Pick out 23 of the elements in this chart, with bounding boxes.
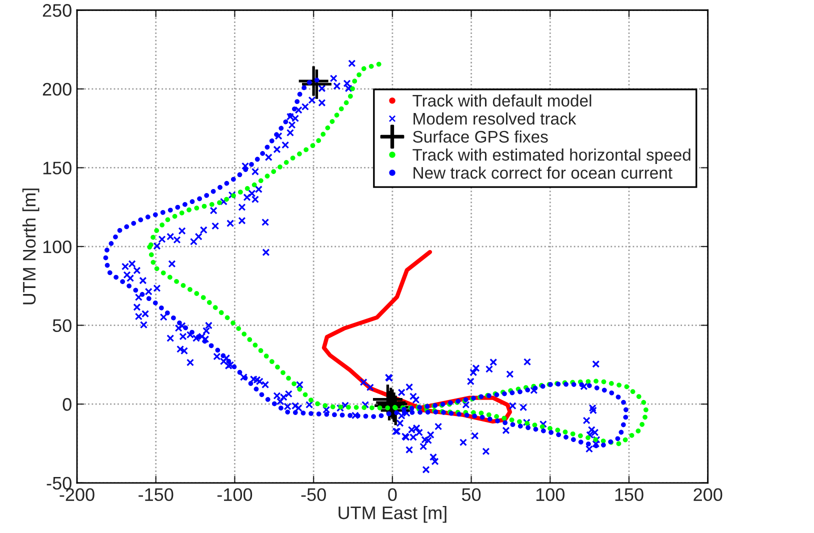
y-tick-label: 0 [62, 398, 72, 411]
x-tick-label: 0 [388, 488, 397, 502]
legend-label: Track with estimated horizontal speed [412, 148, 690, 164]
legend-label: Surface GPS fixes [413, 130, 548, 143]
x-tick-label: 100 [536, 488, 564, 502]
y-tick-label: 150 [43, 162, 72, 174]
y-axis-title: UTM North [m] [22, 188, 40, 304]
x-tick-label: -50 [301, 488, 326, 502]
y-tick-label: 50 [52, 319, 72, 332]
x-axis-title: UTM East [m] [338, 506, 446, 523]
y-tick-label: 200 [42, 82, 72, 96]
x-tick-label: -100 [217, 488, 252, 502]
y-tick-label: 100 [43, 240, 72, 254]
x-tick-label: 150 [615, 488, 644, 502]
x-tick-label: -200 [60, 488, 94, 502]
legend-label: Modem resolved track [414, 112, 576, 125]
x-tick-label: -150 [138, 488, 174, 502]
legend-label: Track with default model [412, 94, 592, 107]
x-tick-label: 200 [694, 488, 722, 502]
y-tick-label: 250 [42, 4, 72, 17]
y-tick-label: -50 [46, 476, 72, 490]
legend-label: New track correct for ocean current [414, 166, 672, 179]
x-tick-label: 50 [462, 488, 481, 502]
